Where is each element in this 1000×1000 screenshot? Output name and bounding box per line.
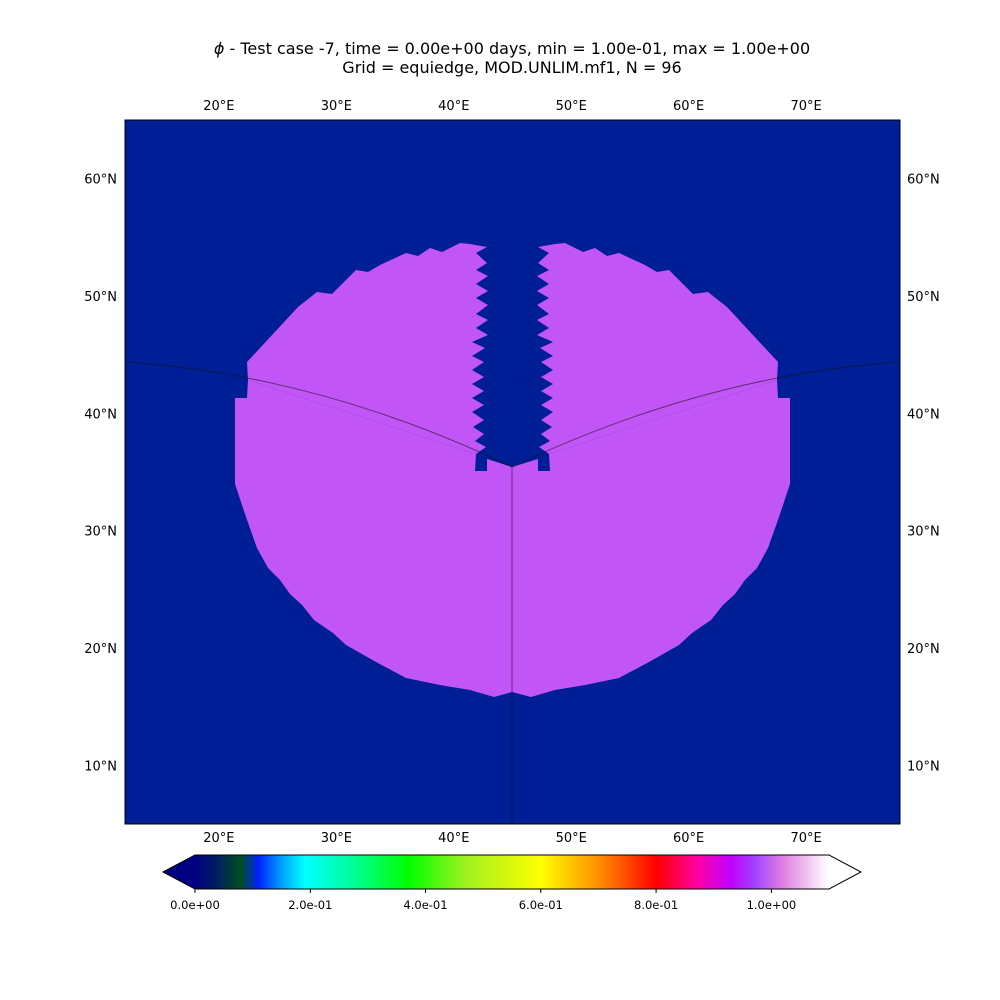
map-frame [124, 119, 901, 825]
colorbar: 0.0e+00 2.0e-01 4.0e-01 6.0e-01 8.0e-01 1.0e+… [161, 854, 863, 912]
axis-ticks: 20°E 20°E 30°E 30°E 40°E 40°E 50°E 50°E 60°E 60°E… [84, 99, 940, 846]
y-tick-label-left: 30°N [84, 525, 117, 540]
x-tick-label-bottom: 40°E [438, 831, 469, 846]
y-tick-label-left: 60°N [84, 173, 117, 188]
x-tick-label-bottom: 30°E [321, 831, 352, 846]
panel-edge-left [125, 361, 513, 468]
x-tick-label-top: 70°E [790, 99, 821, 114]
x-tick-label-top: 50°E [556, 99, 587, 114]
colorbar-ticks: 0.0e+00 2.0e-01 4.0e-01 6.0e-01 8.0e-01 1.0e+… [170, 889, 796, 912]
colorbar-body [195, 855, 829, 889]
colorbar-tick-label: 0.0e+00 [170, 898, 220, 912]
panel-edge-right [511, 361, 900, 468]
field-right-lower [512, 380, 790, 697]
colorbar-tick-label: 4.0e-01 [403, 898, 447, 912]
y-tick-label-right: 60°N [907, 173, 940, 188]
y-tick-label-left: 50°N [84, 290, 117, 305]
chart-title-line2: Grid = equiedge, MOD.UNLIM.mf1, N = 96 [342, 58, 681, 77]
y-tick-label-right: 50°N [907, 290, 940, 305]
y-tick-label-right: 10°N [907, 759, 940, 774]
colorbar-tick-label: 1.0e+00 [747, 898, 797, 912]
colorbar-tick-label: 2.0e-01 [288, 898, 332, 912]
y-tick-label-right: 20°N [907, 642, 940, 657]
y-tick-label-left: 20°N [84, 642, 117, 657]
field-left-upper [247, 243, 488, 454]
y-tick-label-right: 40°N [907, 407, 940, 422]
x-tick-label-bottom: 20°E [203, 831, 234, 846]
chart-title-line1: ϕ - Test case -7, time = 0.00e+00 days, … [214, 39, 810, 58]
x-tick-label-top: 40°E [438, 99, 469, 114]
field-right-upper [537, 243, 778, 454]
title-line1-text: - Test case -7, time = 0.00e+00 days, mi… [224, 39, 810, 58]
y-tick-label-left: 40°N [84, 407, 117, 422]
colorbar-tick-label: 6.0e-01 [519, 898, 563, 912]
y-tick-label-left: 10°N [84, 759, 117, 774]
colorbar-tick-label: 8.0e-01 [634, 898, 678, 912]
x-tick-label-top: 20°E [203, 99, 234, 114]
x-tick-label-bottom: 70°E [790, 831, 821, 846]
field-region [235, 243, 790, 697]
colorbar-extend-low [163, 855, 195, 889]
x-tick-label-bottom: 60°E [673, 831, 704, 846]
y-tick-label-right: 30°N [907, 525, 940, 540]
panel-boundaries [125, 361, 900, 824]
x-tick-label-bottom: 50°E [556, 831, 587, 846]
field-left-lower [235, 380, 512, 697]
map-panel [124, 119, 901, 825]
phi-symbol: ϕ [214, 39, 225, 58]
x-tick-label-top: 30°E [321, 99, 352, 114]
x-tick-label-top: 60°E [673, 99, 704, 114]
colorbar-extend-high [829, 855, 861, 889]
